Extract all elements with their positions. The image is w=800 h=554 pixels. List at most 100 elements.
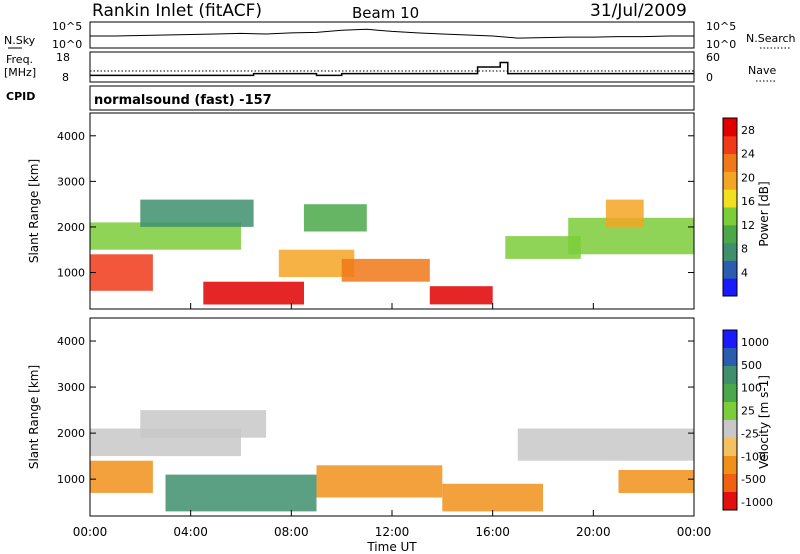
- power-colorbar-swatch: [723, 242, 737, 261]
- heatmap-region-10: [605, 199, 644, 227]
- y-tick-label: 1000: [57, 473, 85, 486]
- x-tick-label: 12:00: [375, 525, 410, 539]
- heatmap-region-5: [442, 483, 543, 512]
- power-colorbar-tick: 24: [741, 148, 755, 161]
- velocity-panel: 1000 2000 3000 4000 Slant Range [km] 00:00 0…: [27, 303, 711, 554]
- noise-panel: N.Sky N.Search 10^5 10^0 10^5 10^0: [4, 20, 796, 51]
- power-colorbar-tick: 8: [741, 243, 748, 256]
- power-colorbar-swatch: [723, 118, 737, 137]
- heatmap-region-0: [90, 460, 153, 493]
- velocity-colorbar-swatch: [723, 384, 737, 403]
- cpid-label: CPID: [6, 90, 35, 103]
- power-colorbar-tick: 4: [741, 266, 748, 279]
- power-colorbar-swatch: [723, 153, 737, 172]
- heatmap-region-2: [140, 199, 254, 227]
- power-ylabel: Slant Range [km]: [27, 159, 41, 263]
- power-colorbar-tick: 28: [741, 124, 755, 137]
- heatmap-region-6: [341, 258, 430, 282]
- power-colorbar-tick: 12: [741, 219, 755, 232]
- x-tick-label: 00:00: [677, 525, 712, 539]
- velocity-ylabel: Slant Range [km]: [27, 365, 41, 469]
- heatmap-region-6: [517, 428, 694, 461]
- heatmap-region-3: [203, 281, 304, 305]
- velocity-heatmap-cells: [90, 410, 694, 512]
- freq-series-line: [90, 61, 694, 77]
- velocity-colorbar-swatch: [723, 420, 737, 439]
- y-tick-label: 1000: [57, 267, 85, 280]
- nsky-label: N.Sky: [4, 34, 36, 47]
- velocity-colorbar-tick: -1000: [741, 496, 773, 509]
- x-tick-label: 04:00: [173, 525, 208, 539]
- y-tick-label: 3000: [57, 175, 85, 188]
- velocity-colorbar-tick: -25: [741, 427, 759, 440]
- heatmap-region-4: [316, 465, 443, 498]
- velocity-colorbar-swatch: [723, 402, 737, 421]
- y-tick-label: 2000: [57, 427, 85, 440]
- power-heatmap-cells: [90, 199, 694, 305]
- velocity-colorbar-tick: -500: [741, 473, 766, 486]
- power-colorbar-swatch: [723, 135, 737, 155]
- heatmap-region-5: [303, 204, 367, 232]
- heatmap-region-1: [90, 222, 241, 250]
- power-colorbar-swatch: [723, 278, 737, 297]
- date-title: 31/Jul/2009: [590, 1, 687, 21]
- freq-unit: [MHz]: [4, 66, 36, 79]
- power-colorbar-tick: 16: [741, 195, 755, 208]
- heatmap-region-2: [140, 410, 267, 438]
- power-colorbar-swatch: [723, 224, 737, 244]
- heatmap-region-3: [165, 474, 317, 512]
- noise-tick-low-right: 10^0: [706, 38, 736, 51]
- nave-label: Nave: [748, 64, 776, 77]
- y-tick-label: 4000: [57, 130, 85, 143]
- nave-tick-high: 60: [706, 51, 720, 64]
- cpid-text: normalsound (fast) -157: [94, 93, 272, 108]
- nave-tick-low: 0: [706, 71, 713, 84]
- velocity-colorbar-swatch: [723, 366, 737, 385]
- power-colorbar-label: Power [dB]: [757, 181, 771, 246]
- power-colorbar-swatch: [723, 207, 737, 226]
- x-tick-label: 16:00: [475, 525, 510, 539]
- x-tick-label: 08:00: [274, 525, 309, 539]
- nsky-series-line: [90, 28, 694, 39]
- freq-label: Freq.: [6, 53, 33, 66]
- x-tick-label: 00:00: [73, 525, 108, 539]
- power-panel: 1000 2000 3000 4000 Slant Range [km]: [27, 112, 695, 310]
- y-tick-label: 3000: [57, 381, 85, 394]
- freq-tick-low: 8: [62, 71, 69, 84]
- velocity-colorbar-label: Velocity [m s-1]: [757, 375, 771, 469]
- nsearch-label: N.Search: [746, 32, 796, 45]
- x-tick-label: 20:00: [576, 525, 611, 539]
- velocity-colorbar-swatch: [723, 492, 737, 511]
- heatmap-region-0: [90, 254, 153, 291]
- heatmap-region-7: [618, 470, 694, 493]
- velocity-colorbar-tick: -100: [741, 450, 766, 463]
- power-colorbar: 4 8 12 16 20 24 28: [722, 117, 755, 297]
- y-tick-label: 2000: [57, 221, 85, 234]
- velocity-colorbar-swatch: [723, 474, 737, 493]
- noise-tick-high-right: 10^5: [706, 20, 736, 33]
- velocity-colorbar-swatch: [723, 438, 737, 457]
- heatmap-region-7: [429, 286, 493, 305]
- noise-tick-high-left: 10^5: [52, 20, 82, 33]
- power-colorbar-tick: 20: [741, 171, 755, 184]
- velocity-colorbar-tick: 1000: [741, 336, 769, 349]
- beam-title: Beam 10: [352, 4, 419, 22]
- power-colorbar-swatch: [723, 171, 737, 190]
- station-title: Rankin Inlet (fitACF): [92, 1, 262, 21]
- y-tick-label: 4000: [57, 335, 85, 348]
- power-colorbar-swatch: [723, 189, 737, 208]
- velocity-colorbar-tick: 25: [741, 405, 755, 418]
- velocity-colorbar-tick: 500: [741, 359, 762, 372]
- velocity-colorbar-swatch: [723, 348, 737, 367]
- freq-tick-high: 18: [56, 51, 70, 64]
- heatmap-region-8: [505, 236, 581, 259]
- velocity-colorbar: 1000 500 100 25 -25 -100 -500 -1000: [722, 329, 773, 511]
- power-colorbar-swatch: [723, 260, 737, 279]
- noise-tick-low-left: 10^0: [52, 38, 82, 51]
- time-xlabel: Time UT: [366, 540, 417, 554]
- velocity-colorbar-swatch: [723, 456, 737, 475]
- velocity-colorbar-tick: 100: [741, 382, 762, 395]
- freq-panel: Freq. [MHz] 18 8 60 0 Nave: [4, 51, 776, 84]
- velocity-colorbar-swatch: [723, 330, 737, 349]
